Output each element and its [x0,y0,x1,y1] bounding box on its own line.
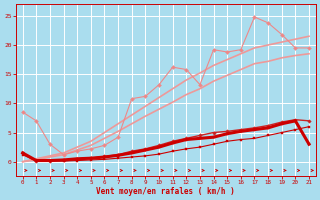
X-axis label: Vent moyen/en rafales ( km/h ): Vent moyen/en rafales ( km/h ) [96,187,235,196]
